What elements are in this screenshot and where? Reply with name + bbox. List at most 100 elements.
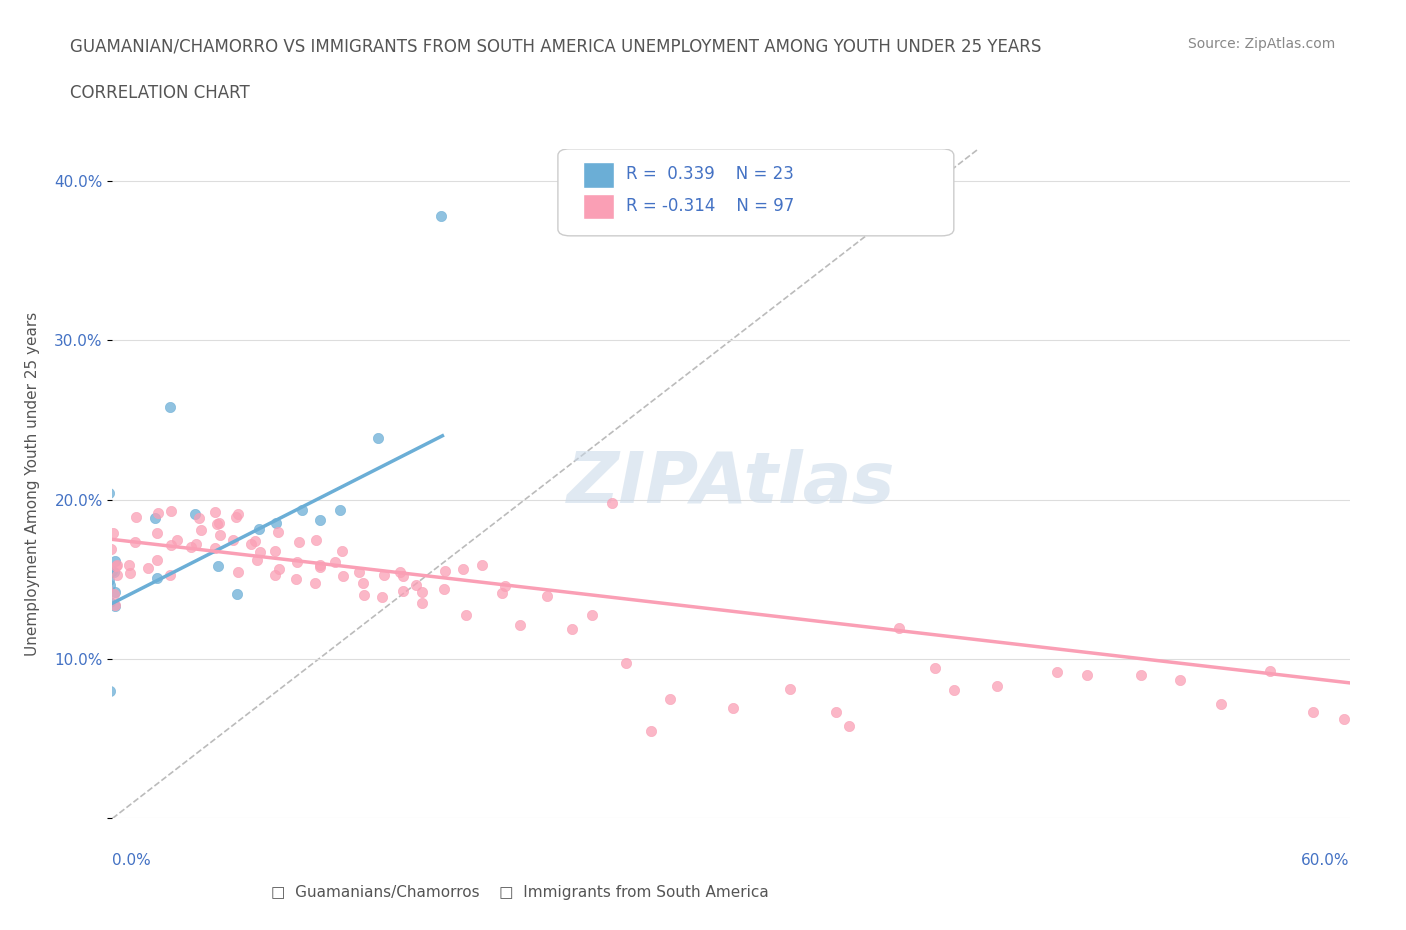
Point bbox=[247, 522, 270, 537]
Point bbox=[103, 554, 125, 569]
FancyBboxPatch shape bbox=[558, 149, 953, 236]
Point bbox=[309, 512, 332, 527]
Point bbox=[101, 564, 124, 578]
Text: ZIPAtlas: ZIPAtlas bbox=[567, 449, 896, 518]
Point bbox=[779, 681, 801, 696]
Point bbox=[98, 578, 121, 592]
Point bbox=[222, 533, 245, 548]
Point bbox=[352, 576, 374, 591]
Point bbox=[305, 532, 328, 547]
Point bbox=[96, 581, 118, 596]
Point bbox=[405, 578, 427, 592]
Point bbox=[456, 607, 478, 622]
Text: R =  0.339    N = 23: R = 0.339 N = 23 bbox=[626, 166, 794, 183]
Point bbox=[125, 510, 148, 525]
Point bbox=[284, 572, 307, 587]
Point bbox=[411, 596, 433, 611]
Point bbox=[1260, 664, 1282, 679]
Point bbox=[249, 544, 271, 559]
Point bbox=[640, 724, 662, 738]
Point bbox=[180, 540, 202, 555]
Point bbox=[1302, 705, 1324, 720]
Point bbox=[207, 559, 229, 574]
Point bbox=[924, 660, 946, 675]
Point bbox=[159, 568, 181, 583]
Point bbox=[240, 537, 263, 551]
Point bbox=[124, 535, 146, 550]
Point bbox=[146, 525, 169, 540]
Point bbox=[411, 585, 433, 600]
Point bbox=[561, 622, 583, 637]
Point bbox=[184, 506, 207, 521]
Point bbox=[105, 557, 128, 572]
Point bbox=[370, 590, 392, 604]
Point bbox=[245, 552, 267, 567]
Point bbox=[353, 588, 375, 603]
Point bbox=[288, 535, 311, 550]
Point bbox=[1168, 672, 1191, 687]
Text: GUAMANIAN/CHAMORRO VS IMMIGRANTS FROM SOUTH AMERICA UNEMPLOYMENT AMONG YOUTH UND: GUAMANIAN/CHAMORRO VS IMMIGRANTS FROM SO… bbox=[70, 37, 1042, 55]
Point bbox=[290, 503, 312, 518]
Point bbox=[509, 618, 531, 632]
Point bbox=[98, 683, 121, 698]
Point bbox=[304, 576, 326, 591]
Point bbox=[494, 578, 516, 593]
Point bbox=[451, 562, 474, 577]
Point bbox=[392, 584, 415, 599]
Point bbox=[263, 543, 285, 558]
Point bbox=[389, 565, 412, 579]
Point bbox=[373, 567, 395, 582]
Text: 60.0%: 60.0% bbox=[1302, 853, 1350, 868]
Point bbox=[1046, 664, 1069, 679]
Point bbox=[190, 523, 212, 538]
Point bbox=[838, 719, 860, 734]
Y-axis label: Unemployment Among Youth under 25 years: Unemployment Among Youth under 25 years bbox=[25, 312, 41, 656]
Point bbox=[101, 525, 124, 540]
Point bbox=[430, 209, 453, 224]
Point bbox=[491, 585, 513, 600]
Text: 0.0%: 0.0% bbox=[112, 853, 152, 868]
Point bbox=[330, 544, 353, 559]
Point bbox=[1333, 711, 1355, 726]
Point bbox=[166, 533, 188, 548]
Point bbox=[433, 581, 456, 596]
Point bbox=[887, 620, 910, 635]
Point bbox=[1211, 697, 1233, 711]
Point bbox=[267, 562, 290, 577]
Text: R = -0.314    N = 97: R = -0.314 N = 97 bbox=[626, 197, 794, 215]
Point bbox=[323, 554, 346, 569]
Point bbox=[347, 565, 370, 579]
Point bbox=[100, 541, 122, 556]
Point bbox=[160, 503, 183, 518]
Point bbox=[105, 567, 128, 582]
Point bbox=[243, 534, 266, 549]
Point bbox=[285, 554, 308, 569]
Point bbox=[184, 537, 207, 551]
Point bbox=[600, 495, 623, 510]
Point bbox=[226, 587, 249, 602]
Point bbox=[204, 540, 226, 555]
Point bbox=[392, 569, 415, 584]
Point bbox=[658, 691, 681, 706]
Point bbox=[118, 558, 141, 573]
Text: Source: ZipAtlas.com: Source: ZipAtlas.com bbox=[1188, 37, 1336, 51]
FancyBboxPatch shape bbox=[582, 193, 613, 219]
Point bbox=[188, 511, 211, 525]
Point bbox=[159, 400, 181, 415]
Point bbox=[104, 585, 127, 600]
Point bbox=[146, 570, 169, 585]
Point bbox=[721, 700, 744, 715]
Point bbox=[208, 516, 231, 531]
Point bbox=[264, 567, 287, 582]
Point bbox=[536, 589, 558, 604]
Point bbox=[1129, 668, 1152, 683]
Point bbox=[104, 599, 127, 614]
Point bbox=[205, 517, 228, 532]
Point bbox=[614, 655, 637, 670]
Point bbox=[367, 431, 389, 445]
FancyBboxPatch shape bbox=[582, 162, 613, 188]
Point bbox=[228, 507, 250, 522]
Point bbox=[160, 538, 183, 552]
Point bbox=[226, 565, 249, 579]
Text: □  Guamanians/Chamorros    □  Immigrants from South America: □ Guamanians/Chamorros □ Immigrants from… bbox=[271, 885, 769, 900]
